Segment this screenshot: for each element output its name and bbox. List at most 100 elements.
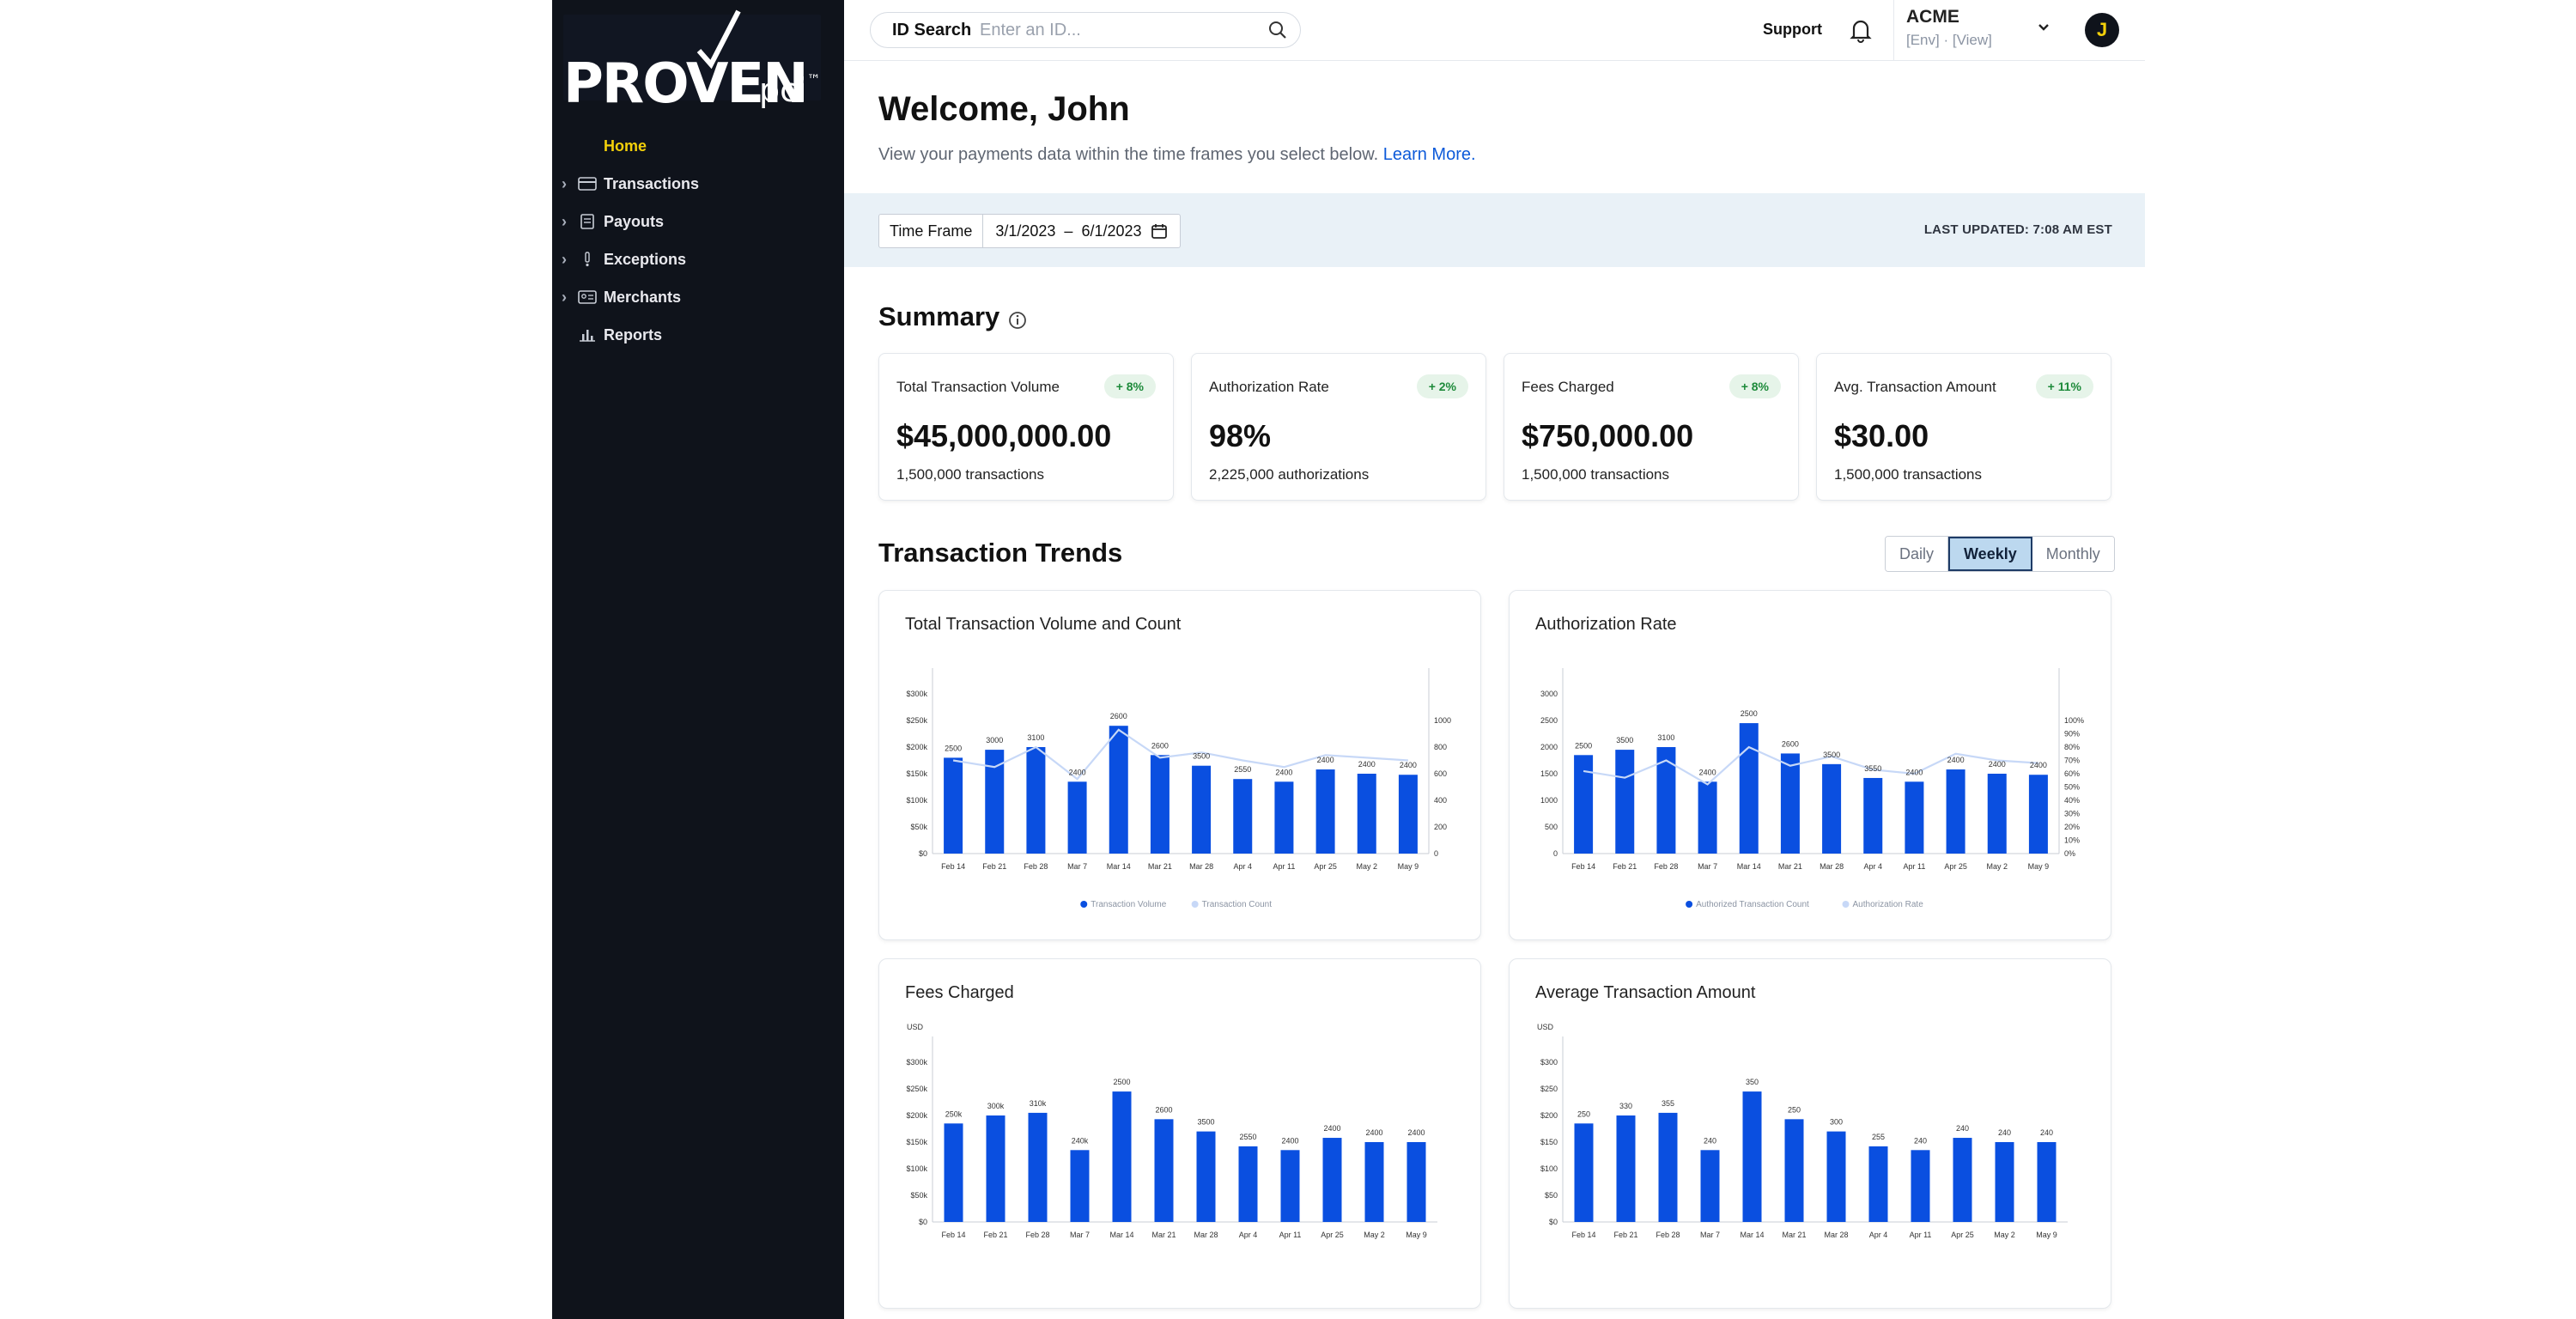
data-label: 3500 xyxy=(1616,736,1633,745)
bar[interactable] xyxy=(1364,1142,1384,1222)
bar[interactable] xyxy=(1109,726,1128,854)
summary-card-fees[interactable]: Fees Charged + 8% $750,000.00 1,500,000 … xyxy=(1504,353,1799,501)
x-tick-label: Apr 4 xyxy=(1239,1231,1258,1239)
time-frame-range[interactable]: 3/1/2023 – 6/1/2023 xyxy=(983,222,1179,240)
proven-pci-logo[interactable]: PROVEN pci™ xyxy=(563,9,821,116)
summary-card-volume[interactable]: Total Transaction Volume + 8% $45,000,00… xyxy=(878,353,1174,501)
bar[interactable] xyxy=(1067,781,1087,854)
bar[interactable] xyxy=(985,750,1005,854)
bar[interactable] xyxy=(1274,781,1294,854)
bar[interactable] xyxy=(1863,777,1883,854)
learn-more-link[interactable]: Learn More. xyxy=(1382,145,1476,164)
bar[interactable] xyxy=(1698,781,1717,854)
chart-title: Average Transaction Amount xyxy=(1535,983,1756,1002)
bell-icon[interactable] xyxy=(1846,15,1875,45)
change-badge: + 2% xyxy=(1416,374,1468,398)
bar[interactable] xyxy=(1911,1150,1930,1222)
id-card-icon xyxy=(578,290,597,304)
data-label: 2400 xyxy=(1989,760,2006,769)
toggle-monthly[interactable]: Monthly xyxy=(2032,537,2114,571)
bar[interactable] xyxy=(1192,765,1212,854)
bar[interactable] xyxy=(1739,723,1759,854)
bar[interactable] xyxy=(1656,747,1676,854)
data-label: 355 xyxy=(1662,1099,1674,1108)
data-label: 240 xyxy=(2040,1128,2053,1137)
sidebar-item-reports[interactable]: Reports xyxy=(552,319,844,350)
time-frame-picker[interactable]: Time Frame 3/1/2023 – 6/1/2023 xyxy=(878,214,1181,248)
bar[interactable] xyxy=(1574,755,1594,854)
bar[interactable] xyxy=(1238,1146,1258,1222)
chart-card-fees: Fees Charged USD $0 $50k $100k $150k $200k $25… xyxy=(878,958,1481,1309)
bar[interactable] xyxy=(1196,1131,1216,1222)
data-label: 2400 xyxy=(1069,768,1086,776)
bar[interactable] xyxy=(1780,753,1800,854)
y2-tick-label: 20% xyxy=(2064,823,2080,831)
bar[interactable] xyxy=(1070,1150,1090,1222)
bar[interactable] xyxy=(1822,763,1842,854)
y-tick-label: $50k xyxy=(910,1191,927,1200)
calendar-icon[interactable] xyxy=(1151,222,1168,240)
bar[interactable] xyxy=(986,1115,1005,1222)
data-label: 2600 xyxy=(1110,712,1127,720)
bar[interactable] xyxy=(1995,1142,2014,1222)
bar[interactable] xyxy=(1946,769,1965,854)
data-label: 250 xyxy=(1788,1105,1801,1114)
chevron-down-icon[interactable] xyxy=(2035,19,2052,36)
bar[interactable] xyxy=(2028,775,2048,854)
sidebar: PROVEN pci™ Home › Transactions › Payout… xyxy=(552,0,844,1319)
bar[interactable] xyxy=(1150,755,1170,854)
bar[interactable] xyxy=(1742,1091,1762,1222)
sidebar-item-transactions[interactable]: › Transactions xyxy=(552,168,844,199)
bar[interactable] xyxy=(1154,1119,1174,1222)
y2-tick-label: 200 xyxy=(1434,823,1447,831)
x-tick-label: May 2 xyxy=(1364,1231,1385,1239)
bar[interactable] xyxy=(1406,1142,1426,1222)
info-icon[interactable] xyxy=(1007,310,1028,331)
data-label: 240 xyxy=(1914,1136,1927,1145)
y-tick-label: $0 xyxy=(919,1218,927,1226)
bar[interactable] xyxy=(1784,1119,1804,1222)
legend-swatch xyxy=(1080,901,1088,908)
bar[interactable] xyxy=(1315,769,1335,854)
bar[interactable] xyxy=(1357,774,1376,854)
id-search-box: ID Search xyxy=(870,12,1301,48)
x-tick-label: Feb 28 xyxy=(1025,1231,1049,1239)
y-tick-label: $300 xyxy=(1540,1058,1558,1067)
bar[interactable] xyxy=(1398,775,1418,854)
bar[interactable] xyxy=(1322,1138,1342,1222)
bar[interactable] xyxy=(1953,1138,1972,1222)
support-link[interactable]: Support xyxy=(1763,21,1822,38)
sidebar-item-payouts[interactable]: › Payouts xyxy=(552,206,844,237)
bar[interactable] xyxy=(1026,747,1046,854)
sidebar-item-merchants[interactable]: › Merchants xyxy=(552,282,844,313)
x-tick-label: Feb 28 xyxy=(1654,862,1678,871)
bar[interactable] xyxy=(1826,1131,1846,1222)
bar[interactable] xyxy=(1574,1123,1594,1222)
change-badge: + 8% xyxy=(1103,374,1156,398)
summary-card-avg-amount[interactable]: Avg. Transaction Amount + 11% $30.00 1,5… xyxy=(1816,353,2111,501)
bar[interactable] xyxy=(1616,1115,1636,1222)
bar[interactable] xyxy=(1700,1150,1720,1222)
bar[interactable] xyxy=(1280,1150,1300,1222)
sidebar-item-exceptions[interactable]: › Exceptions xyxy=(552,244,844,275)
bar[interactable] xyxy=(1112,1091,1132,1222)
bar[interactable] xyxy=(1658,1112,1678,1222)
avatar[interactable]: J xyxy=(2085,13,2119,47)
bar[interactable] xyxy=(1028,1112,1048,1222)
toggle-weekly[interactable]: Weekly xyxy=(1948,537,2032,571)
bar[interactable] xyxy=(1615,750,1635,854)
x-tick-label: Mar 14 xyxy=(1109,1231,1133,1239)
summary-card-authorization[interactable]: Authorization Rate + 2% 98% 2,225,000 au… xyxy=(1191,353,1486,501)
toggle-daily[interactable]: Daily xyxy=(1886,537,1949,571)
bar[interactable] xyxy=(1868,1146,1888,1222)
org-name[interactable]: ACME xyxy=(1906,7,1959,27)
bar[interactable] xyxy=(1905,781,1924,854)
sidebar-item-home[interactable]: Home xyxy=(552,131,844,161)
bar[interactable] xyxy=(1233,779,1253,854)
bar[interactable] xyxy=(944,1123,963,1222)
bar[interactable] xyxy=(2037,1142,2057,1222)
bar[interactable] xyxy=(944,757,963,854)
bar[interactable] xyxy=(1987,774,2007,854)
search-icon[interactable] xyxy=(1267,20,1288,40)
id-search-input[interactable] xyxy=(978,16,1256,44)
